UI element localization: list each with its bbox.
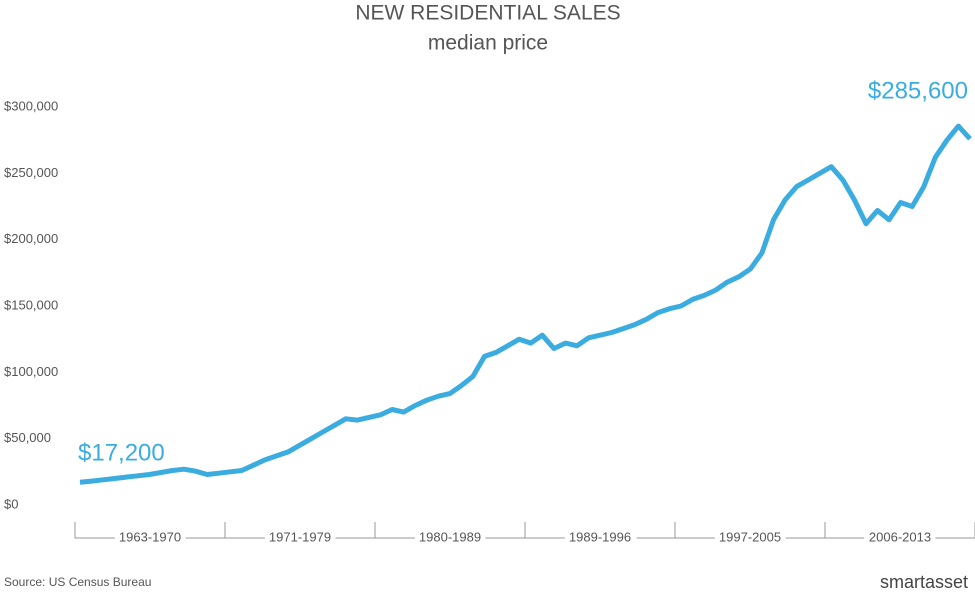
- period-label: 1989-1996: [569, 529, 631, 544]
- y-tick-label: $150,000: [4, 297, 58, 312]
- start-annotation: $17,200: [78, 439, 165, 466]
- period-label: 1980-1989: [419, 529, 481, 544]
- y-tick-label: $200,000: [4, 231, 58, 246]
- y-tick-label: $100,000: [4, 364, 58, 379]
- chart-subtitle: median price: [428, 32, 548, 55]
- y-tick-label: $250,000: [4, 165, 58, 180]
- y-tick-label: $50,000: [4, 430, 51, 445]
- period-label: 2006-2013: [869, 529, 931, 544]
- period-label: 1971-1979: [269, 529, 331, 544]
- brand: smartasset: [880, 572, 968, 592]
- chart-title: NEW RESIDENTIAL SALES: [355, 2, 620, 25]
- y-tick-label: $0: [4, 496, 18, 511]
- period-bracket: [824, 522, 975, 539]
- period-label: 1997-2005: [719, 529, 781, 544]
- source: Source: US Census Bureau: [4, 575, 151, 589]
- price-line: [79, 123, 972, 485]
- end-annotation: $285,600: [868, 77, 968, 104]
- period-label: 1963-1970: [119, 529, 181, 544]
- y-tick-label: $300,000: [4, 98, 58, 113]
